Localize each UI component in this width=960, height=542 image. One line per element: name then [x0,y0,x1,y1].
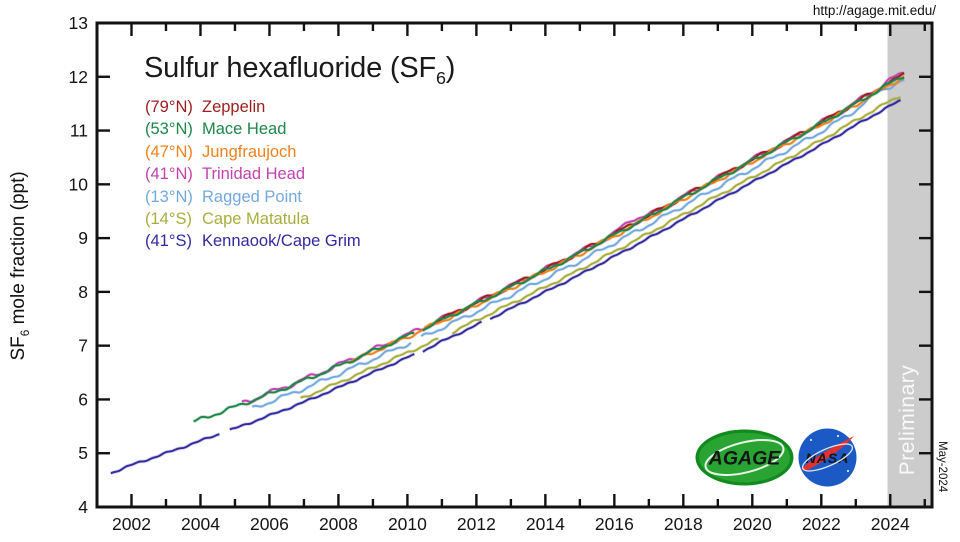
legend-item-ragged-point: (13°N) Ragged Point [145,186,361,208]
y-tick-label: 9 [78,228,88,248]
y-tick-label: 10 [69,174,89,194]
source-url: http://agage.mit.edu/ [812,3,936,18]
preliminary-watermark: Preliminary [896,364,919,476]
y-tick-label: 4 [78,497,88,517]
legend-latitude: (14°S) [145,210,192,229]
x-tick-label: 2010 [388,514,427,534]
x-tick-label: 2004 [181,514,220,534]
series-halo-zeppelin [424,71,905,330]
x-tick-label: 2020 [733,514,772,534]
legend-item-trinidad-head: (41°N) Trinidad Head [145,163,361,185]
legend-station-name: Ragged Point [202,187,302,206]
series-halo-cape-matatula [451,95,902,336]
series-line-ragged-point [251,342,412,408]
series-line-kennaook-cape-grim [229,353,415,431]
agage-logo-ellipse [699,432,790,483]
nasa-orbit [801,443,854,472]
preliminary-band [887,24,931,506]
y-tick-label: 8 [78,282,88,302]
series-halo-ragged-point [251,341,413,409]
y-tick-label: 12 [69,67,88,87]
legend-item-kennaook-cape-grim: (41°S) Kennaook/Cape Grim [145,230,361,252]
legend-station-name: Cape Matatula [202,210,310,229]
y-tick-label: 13 [69,13,88,33]
x-tick-label: 2012 [457,514,496,534]
series-line-kennaook-cape-grim [422,320,482,353]
legend-station-name: Jungfraujoch [202,142,297,161]
series-line-cape-matatula [300,337,439,399]
x-tick-label: 2016 [595,514,634,534]
nasa-logo-text: NASA [806,450,850,466]
x-tick-label: 2014 [526,514,565,534]
series-line-kennaook-cape-grim [489,99,901,320]
station-legend: (79°N) Zeppelin (53°N) Mace Head (47°N) Jungf… [145,96,361,253]
y-axis-label: SF6 mole fraction (ppt) [8,171,32,361]
legend-latitude: (13°N) [145,187,193,206]
y-tick-label: 5 [78,443,88,463]
y-tick-label: 11 [70,121,88,141]
y-tick-label: 6 [78,389,88,409]
series-line-zeppelin [424,72,905,329]
nasa-logo: NASA [798,428,857,487]
legend-latitude: (47°N) [145,142,193,161]
series-halo-kennaook-cape-grim [110,432,220,475]
legend-item-zeppelin: (79°N) Zeppelin [145,96,361,118]
legend-latitude: (79°N) [145,98,193,116]
plot-frame [95,21,934,509]
legend-item-jungfraujoch: (47°N) Jungfraujoch [145,141,361,163]
series-line-mace-head [193,331,415,423]
legend-latitude: (41°S) [145,232,192,251]
x-tick-label: 2022 [802,514,841,534]
legend-station-name: Trinidad Head [202,165,306,184]
x-tick-label: 2024 [871,514,910,534]
x-tick-label: 2018 [664,514,703,534]
series-line-cape-matatula [451,96,902,335]
chart-title: Sulfur hexafluoride (SF6) [144,52,456,88]
x-tick-label: 2008 [319,514,358,534]
legend-latitude: (53°N) [145,120,193,139]
agage-logo-text: AGAGE [708,448,782,470]
agage-logo: AGAGE [695,429,794,486]
legend-station-name: Zeppelin [202,98,266,116]
series-line-ragged-point [420,78,905,337]
legend-item-cape-matatula: (14°S) Cape Matatula [145,208,361,230]
legend-latitude: (41°N) [145,165,193,184]
legend-station-name: Kennaook/Cape Grim [202,232,361,251]
x-tick-label: 2002 [112,514,151,534]
legend-station-name: Mace Head [202,120,287,139]
agage-logo-orbit [704,439,785,476]
legend-item-mace-head: (53°N) Mace Head [145,118,361,140]
series-line-kennaook-cape-grim [110,433,220,475]
x-tick-label: 2006 [250,514,289,534]
series-line-mace-head [422,76,905,332]
y-tick-label: 7 [78,336,88,356]
date-stamp: May-2024 [936,441,948,493]
